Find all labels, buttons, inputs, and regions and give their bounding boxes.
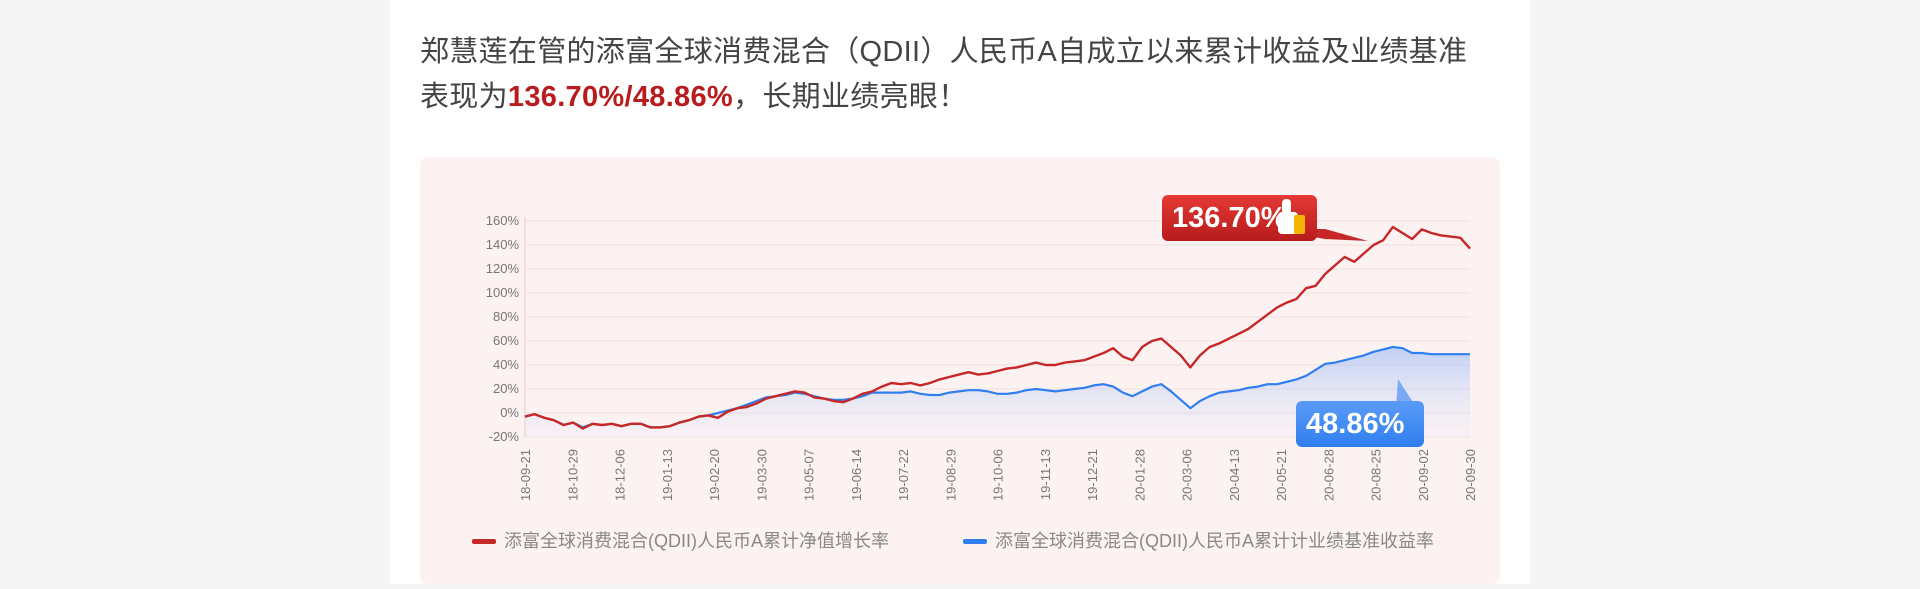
- y-tick-label: 120%: [486, 261, 520, 276]
- legend-swatch: [963, 539, 987, 544]
- x-tick-label: 19-12-21: [1085, 449, 1100, 501]
- x-tick-label: 20-03-06: [1180, 449, 1195, 501]
- y-tick-label: -20%: [489, 429, 520, 444]
- legend: 添富全球消费混合(QDII)人民币A累计净值增长率 添富全球消费混合(QDII)人…: [472, 531, 1434, 551]
- x-tick-label: 19-07-22: [896, 449, 911, 501]
- x-axis: 18-09-21 18-10-29 18-12-06 19-01-13 19-02-20…: [518, 449, 1478, 501]
- x-tick-label: 19-02-20: [707, 449, 722, 501]
- line-chart: -20% 0% 20% 40% 60% 80% 100% 120% 140% 160% 18-09…: [472, 195, 1478, 551]
- thumb-palm: [1278, 212, 1298, 234]
- headline-line1: 郑慧莲在管的添富全球消费混合（QDII）人民币A自成立以来累计收益及业绩基准: [420, 36, 1468, 68]
- y-tick-label: 40%: [493, 357, 519, 372]
- y-tick-label: 160%: [486, 213, 520, 228]
- headline-line2-prefix: 表现为: [420, 81, 508, 113]
- thumb-cuff: [1294, 215, 1305, 234]
- plot-area: [524, 225, 1471, 437]
- x-tick-label: 18-10-29: [565, 449, 580, 501]
- y-tick-label: 60%: [493, 333, 519, 348]
- y-tick-label: 80%: [493, 309, 519, 324]
- x-tick-label: 19-11-13: [1038, 449, 1053, 500]
- x-tick-label: 18-12-06: [613, 449, 628, 501]
- fund-series-line: [524, 225, 1471, 430]
- benchmark-return-badge: 48.86%: [1296, 379, 1424, 447]
- y-axis: -20% 0% 20% 40% 60% 80% 100% 120% 140% 160%: [486, 213, 526, 444]
- x-tick-label: 20-09-02: [1416, 449, 1431, 501]
- legend-swatch: [472, 539, 496, 544]
- x-tick-label: 19-08-29: [943, 449, 958, 501]
- thumb-finger: [1282, 199, 1291, 215]
- x-tick-label: 19-03-30: [754, 449, 769, 501]
- benchmark-area: [525, 347, 1470, 437]
- x-tick-label: 20-06-28: [1321, 449, 1336, 501]
- x-tick-label: 20-01-28: [1132, 449, 1147, 501]
- fund-return-label: 136.70%: [1172, 202, 1287, 234]
- legend-label: 添富全球消费混合(QDII)人民币A累计计业绩基准收益率: [995, 531, 1434, 551]
- annotations: 136.70% 48.86%: [1162, 195, 1424, 447]
- legend-item: 添富全球消费混合(QDII)人民币A累计计业绩基准收益率: [963, 531, 1434, 551]
- x-tick-label: 19-01-13: [660, 449, 675, 501]
- x-tick-label: 19-05-07: [802, 449, 817, 501]
- y-tick-label: 100%: [486, 285, 520, 300]
- legend-item: 添富全球消费混合(QDII)人民币A累计净值增长率: [472, 531, 889, 551]
- x-tick-label: 20-04-13: [1227, 449, 1242, 501]
- fund-return-badge: 136.70%: [1162, 195, 1368, 241]
- y-tick-label: 20%: [493, 381, 519, 396]
- chart-panel: -20% 0% 20% 40% 60% 80% 100% 120% 140% 160% 18-09…: [420, 157, 1500, 584]
- y-tick-label: 0%: [500, 405, 519, 420]
- headline: 郑慧莲在管的添富全球消费混合（QDII）人民币A自成立以来累计收益及业绩基准 表…: [420, 30, 1510, 120]
- x-tick-label: 20-08-25: [1369, 449, 1384, 501]
- benchmark-return-label: 48.86%: [1306, 408, 1405, 440]
- legend-label: 添富全球消费混合(QDII)人民币A累计净值增长率: [504, 531, 889, 551]
- x-tick-label: 18-09-21: [518, 449, 533, 501]
- content-card: 郑慧莲在管的添富全球消费混合（QDII）人民币A自成立以来累计收益及业绩基准 表…: [390, 0, 1530, 584]
- headline-line2-suffix: ，长期业绩亮眼！: [733, 81, 968, 113]
- x-tick-label: 20-05-21: [1274, 449, 1289, 501]
- badge-background: [1296, 401, 1424, 447]
- thumbs-up-icon: [1278, 199, 1305, 234]
- x-tick-label: 20-09-30: [1463, 449, 1478, 501]
- x-tick-label: 19-06-14: [849, 449, 864, 501]
- y-tick-label: 140%: [486, 237, 520, 252]
- x-tick-label: 19-10-06: [991, 449, 1006, 501]
- headline-highlight-returns: 136.70%/48.86%: [507, 81, 734, 113]
